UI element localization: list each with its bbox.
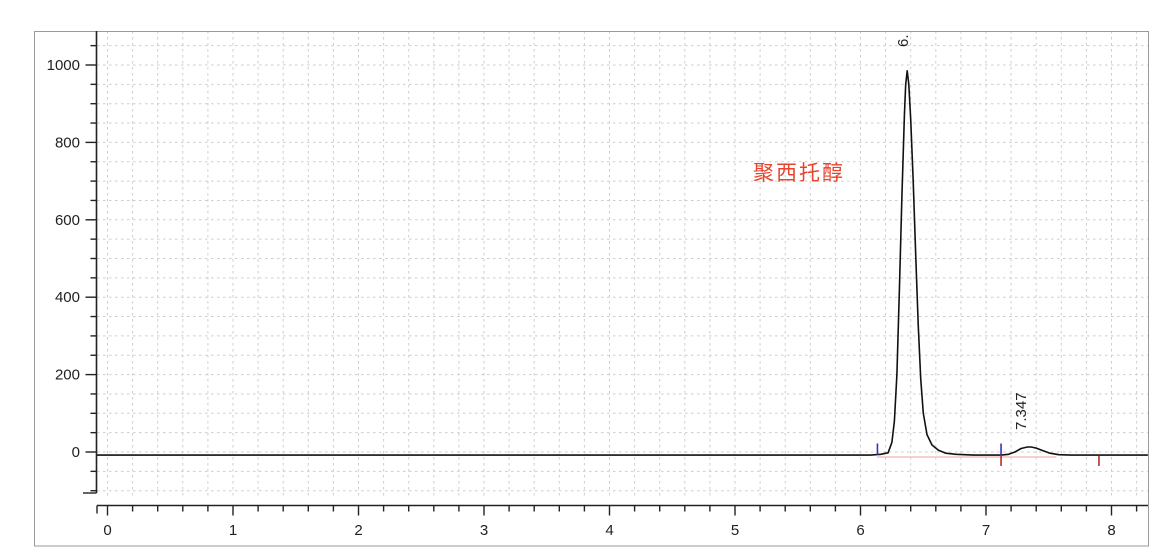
peak-retention-time-label: 6.: [895, 34, 912, 47]
x-tick-label: 8: [1107, 522, 1115, 539]
y-tick-label: 800: [55, 134, 80, 151]
chart-frame: [34, 31, 1149, 547]
x-tick-label: 4: [605, 522, 613, 539]
signal-trace: [97, 70, 1148, 456]
y-tick-label: 0: [72, 444, 80, 461]
x-tick-label: 6: [856, 522, 864, 539]
x-tick-label: 2: [354, 522, 362, 539]
x-tick-label: 7: [982, 522, 990, 539]
y-tick-label: 400: [55, 289, 80, 306]
x-tick-label: 3: [480, 522, 488, 539]
x-tick-label: 5: [731, 522, 739, 539]
y-tick-label: 200: [55, 367, 80, 384]
y-tick-label: 600: [55, 212, 80, 229]
peak-retention-time-label: 7.347: [1013, 392, 1030, 430]
y-tick-label: 1000: [47, 57, 80, 74]
x-tick-label: 0: [103, 522, 111, 539]
x-tick-label: 1: [229, 522, 237, 539]
peak-annotation-label: 聚西托醇: [753, 161, 845, 185]
